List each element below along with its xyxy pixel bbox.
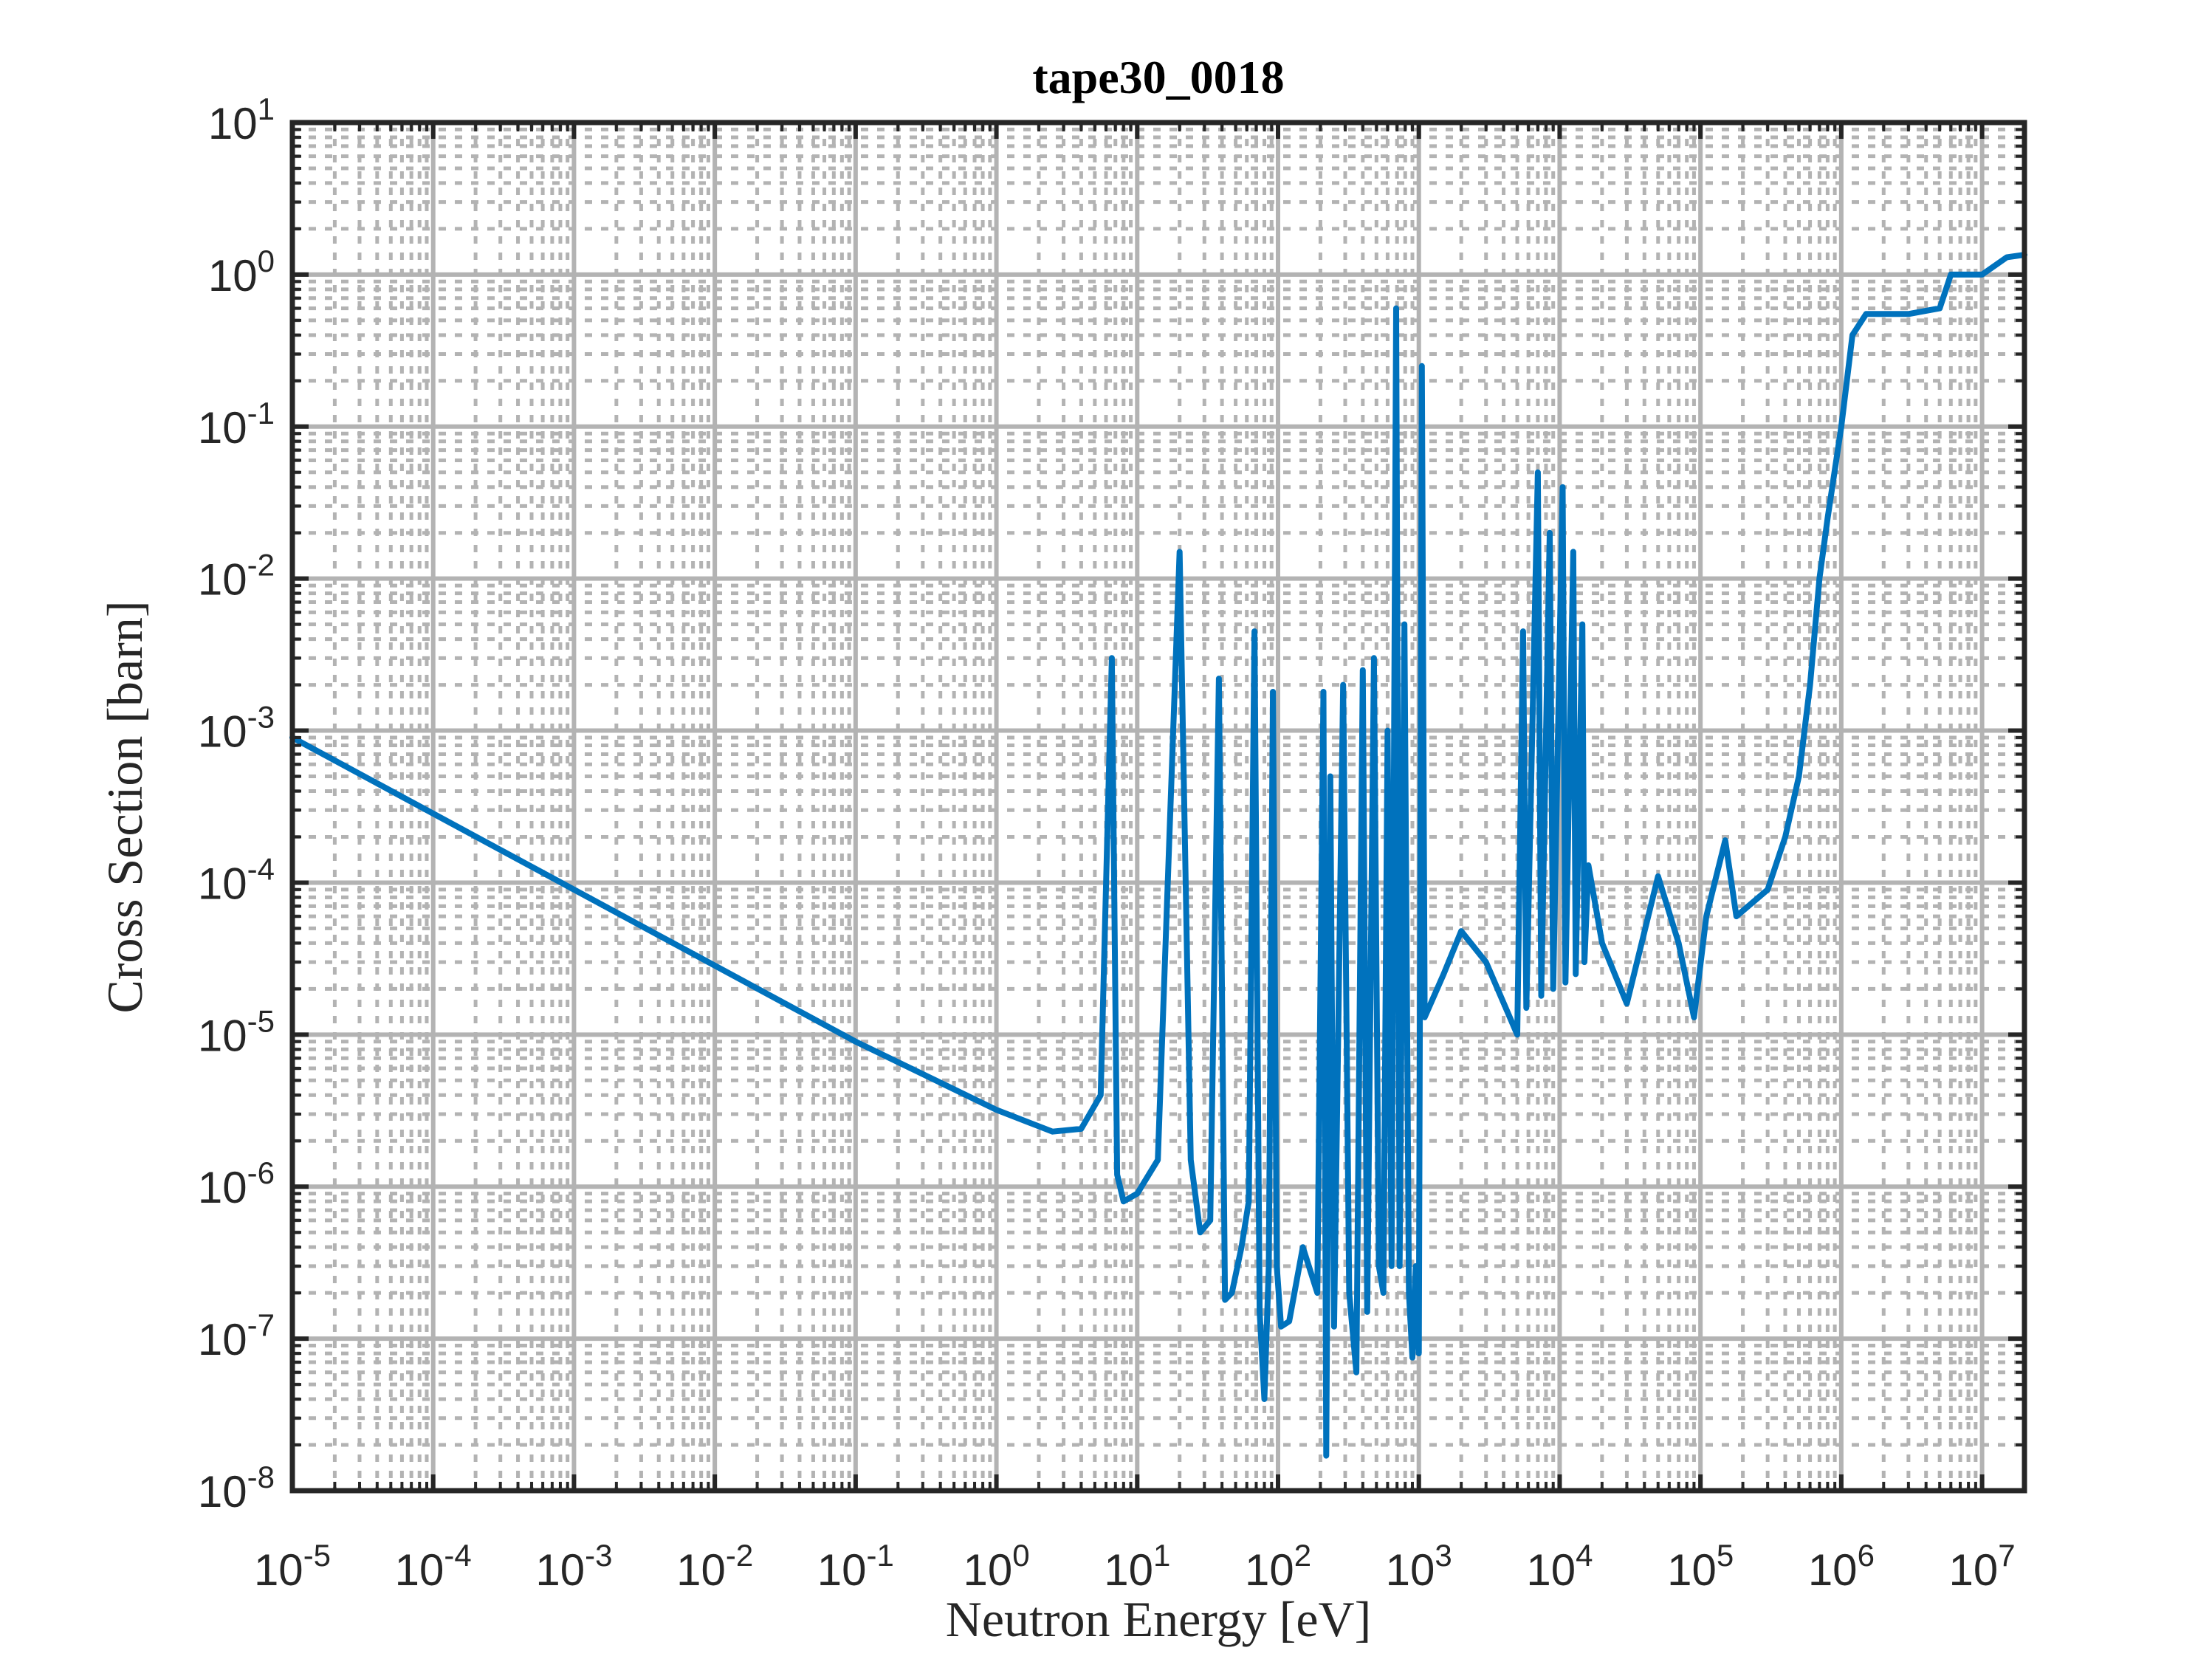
plot-background <box>292 123 2024 1491</box>
x-tick-label: 10-1 <box>817 1538 894 1595</box>
x-tick-label: 10-3 <box>535 1538 612 1595</box>
y-tick-label: 10-3 <box>198 700 275 757</box>
y-tick-label: 10-1 <box>198 396 275 453</box>
x-tick-label: 103 <box>1386 1538 1452 1595</box>
x-tick-labels: 10-5 10-4 10-3 10-2 10-1 100 101 102 103 104 105 10… <box>254 1538 2016 1595</box>
x-tick-label: 10-4 <box>395 1538 472 1595</box>
x-tick-label: 10-2 <box>676 1538 753 1595</box>
x-tick-label: 100 <box>964 1538 1030 1595</box>
x-tick-label: 107 <box>1949 1538 2016 1595</box>
y-tick-labels: 10-8 10-7 10-6 10-5 10-4 10-3 10-2 10-1 100 101 <box>198 92 275 1517</box>
y-tick-label: 10-8 <box>198 1460 275 1517</box>
y-tick-label: 101 <box>208 92 275 148</box>
y-tick-label: 10-4 <box>198 851 275 908</box>
y-tick-label: 10-2 <box>198 548 275 605</box>
x-tick-label: 10-5 <box>254 1538 331 1595</box>
x-tick-label: 106 <box>1808 1538 1875 1595</box>
y-tick-label: 10-5 <box>198 1003 275 1060</box>
tick-marks <box>290 120 2026 1493</box>
x-tick-label: 101 <box>1104 1538 1170 1595</box>
x-tick-label: 102 <box>1245 1538 1311 1595</box>
y-tick-label: 10-6 <box>198 1155 275 1212</box>
plot-frame <box>289 120 2027 1494</box>
x-tick-label: 105 <box>1667 1538 1734 1595</box>
series-layer <box>289 252 2027 1459</box>
y-tick-label: 100 <box>208 244 275 300</box>
chart-title: tape30_0018 <box>1032 51 1284 103</box>
x-axis-label: Neutron Energy [eV] <box>946 1591 1372 1647</box>
cross-section-line <box>289 252 2027 1459</box>
y-tick-label: 10-7 <box>198 1308 275 1364</box>
x-tick-label: 104 <box>1526 1538 1593 1595</box>
y-axis-label: Cross Section [barn] <box>97 600 153 1013</box>
